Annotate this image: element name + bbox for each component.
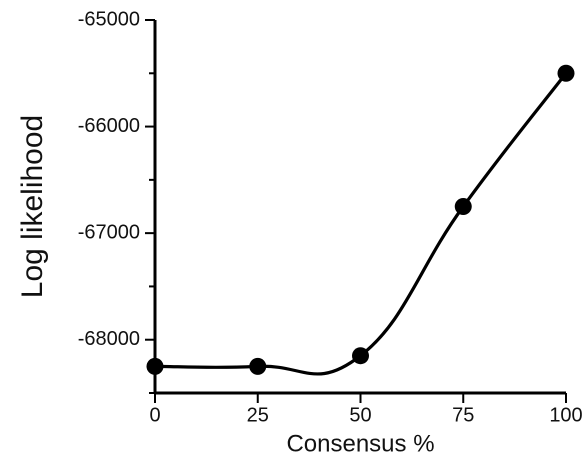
data-point (249, 357, 267, 375)
x-tick-label: 50 (349, 405, 371, 427)
x-tick-label: 75 (452, 405, 474, 427)
y-tick-label: -65000 (78, 8, 140, 30)
data-point (352, 347, 369, 365)
series-line (153, 71, 568, 376)
x-axis-title: Consensus % (286, 430, 434, 457)
x-tick-label: 0 (149, 405, 160, 427)
data-point (146, 357, 164, 375)
ticks: -68000 -67000 -66000 -65000 0 25 50 75 100 (78, 8, 583, 426)
x-tick-label: 100 (549, 405, 582, 427)
data-point (454, 198, 472, 215)
y-tick-label: -68000 (78, 328, 140, 350)
axes (153, 20, 566, 395)
data-points (146, 64, 575, 375)
y-axis-title: Log likelihood (16, 115, 49, 298)
y-tick-label: -67000 (78, 221, 140, 243)
x-tick-label: 25 (247, 405, 269, 427)
series (153, 71, 568, 376)
axis-labels: Consensus % Log likelihood (16, 115, 435, 458)
data-point (557, 64, 575, 82)
y-tick-label: -66000 (78, 115, 140, 137)
